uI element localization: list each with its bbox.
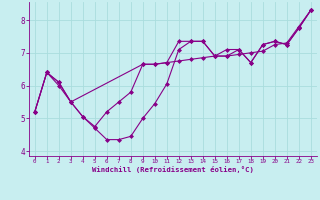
X-axis label: Windchill (Refroidissement éolien,°C): Windchill (Refroidissement éolien,°C) xyxy=(92,166,254,173)
